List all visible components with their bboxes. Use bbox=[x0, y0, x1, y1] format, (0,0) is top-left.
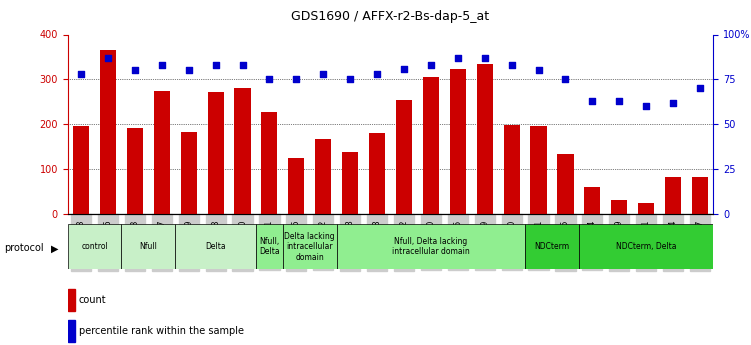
Text: NDCterm, Delta: NDCterm, Delta bbox=[616, 242, 677, 251]
Bar bbox=[68, 320, 75, 342]
Point bbox=[264, 77, 276, 82]
Point bbox=[505, 62, 517, 68]
Point bbox=[291, 77, 303, 82]
Point bbox=[478, 55, 490, 61]
Point bbox=[452, 55, 464, 61]
Bar bbox=[450, 69, 466, 214]
Bar bbox=[557, 154, 574, 214]
Text: GDS1690 / AFFX-r2-Bs-dap-5_at: GDS1690 / AFFX-r2-Bs-dap-5_at bbox=[291, 10, 490, 23]
Bar bbox=[181, 132, 197, 214]
Bar bbox=[127, 128, 143, 214]
Bar bbox=[261, 112, 278, 214]
Bar bbox=[503, 125, 520, 214]
Bar bbox=[423, 77, 439, 214]
Bar bbox=[369, 133, 385, 214]
Bar bbox=[73, 126, 89, 214]
Point bbox=[614, 98, 626, 104]
FancyBboxPatch shape bbox=[579, 224, 713, 269]
Text: Nfull: Nfull bbox=[140, 242, 157, 251]
Text: control: control bbox=[81, 242, 108, 251]
Text: Delta lacking
intracellular
domain: Delta lacking intracellular domain bbox=[285, 232, 335, 262]
Bar bbox=[288, 158, 304, 214]
FancyBboxPatch shape bbox=[283, 224, 336, 269]
FancyBboxPatch shape bbox=[256, 224, 283, 269]
Bar bbox=[154, 90, 170, 214]
Point bbox=[398, 66, 410, 71]
Bar bbox=[584, 187, 601, 214]
Point bbox=[425, 62, 437, 68]
Point bbox=[344, 77, 356, 82]
FancyBboxPatch shape bbox=[68, 224, 122, 269]
Point bbox=[75, 71, 87, 77]
Bar bbox=[396, 100, 412, 214]
FancyBboxPatch shape bbox=[336, 224, 525, 269]
Point bbox=[237, 62, 249, 68]
Bar bbox=[477, 64, 493, 214]
Text: ▶: ▶ bbox=[51, 244, 59, 253]
FancyBboxPatch shape bbox=[175, 224, 256, 269]
Point bbox=[155, 62, 167, 68]
Text: Nfull, Delta lacking
intracellular domain: Nfull, Delta lacking intracellular domai… bbox=[392, 237, 470, 256]
FancyBboxPatch shape bbox=[122, 224, 175, 269]
Bar bbox=[638, 203, 654, 214]
Bar bbox=[665, 177, 681, 214]
Point bbox=[371, 71, 383, 77]
Text: count: count bbox=[79, 295, 107, 305]
Text: NDCterm: NDCterm bbox=[535, 242, 569, 251]
Point bbox=[317, 71, 329, 77]
Bar bbox=[692, 177, 708, 214]
Text: percentile rank within the sample: percentile rank within the sample bbox=[79, 326, 244, 336]
Text: protocol: protocol bbox=[4, 244, 44, 253]
Bar bbox=[234, 88, 251, 214]
Bar bbox=[100, 50, 116, 214]
Point bbox=[667, 100, 679, 106]
FancyBboxPatch shape bbox=[525, 224, 579, 269]
Bar bbox=[315, 139, 331, 214]
Point bbox=[102, 55, 114, 61]
Point bbox=[640, 104, 652, 109]
Bar bbox=[530, 126, 547, 214]
Bar bbox=[207, 92, 224, 214]
Point bbox=[587, 98, 599, 104]
Point bbox=[129, 68, 141, 73]
Point bbox=[182, 68, 195, 73]
Text: Delta: Delta bbox=[205, 242, 226, 251]
Point bbox=[532, 68, 544, 73]
Bar bbox=[342, 152, 358, 214]
Bar bbox=[611, 200, 627, 214]
Point bbox=[210, 62, 222, 68]
Point bbox=[694, 86, 706, 91]
Text: Nfull,
Delta: Nfull, Delta bbox=[259, 237, 279, 256]
Bar bbox=[68, 289, 75, 311]
Point bbox=[559, 77, 572, 82]
